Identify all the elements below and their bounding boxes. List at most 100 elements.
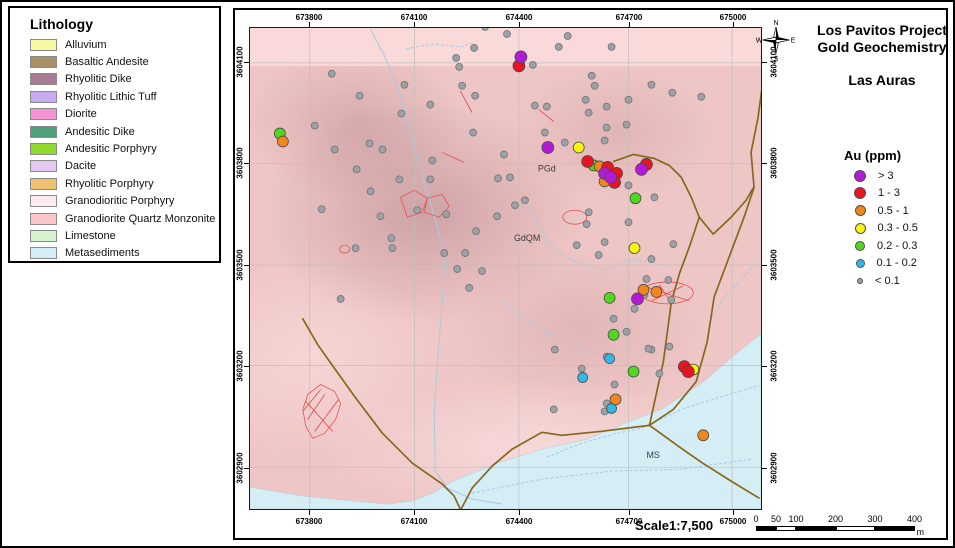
sample-point: [603, 292, 616, 304]
sample-point: [493, 212, 501, 221]
x-tick-label: 674400: [505, 13, 533, 22]
lithology-swatch: [30, 90, 57, 103]
scale-bar: 0 50 100 200 300 400 m: [753, 514, 931, 540]
lithology-item: Limestone: [22, 227, 219, 244]
tick-mark: [309, 510, 310, 515]
map-unit-label: MS: [646, 450, 659, 460]
au-class-dot: [857, 277, 863, 284]
lithology-label: Rhyolitic Dike: [65, 73, 132, 86]
lithology-item: Granodiorite Quartz Monzonite: [22, 210, 219, 227]
lithology-item: Basaltic Andesite: [22, 53, 219, 70]
sample-point: [388, 244, 397, 252]
sample-point: [397, 109, 406, 118]
lithology-item: Alluvium: [22, 36, 219, 53]
svg-text:S: S: [774, 56, 779, 63]
sample-point: [624, 95, 633, 104]
lithology-item: Andesitic Porphyry: [22, 140, 219, 157]
sample-point: [582, 220, 591, 229]
sample-point: [581, 95, 590, 104]
scale-bar-label: 300: [867, 514, 883, 524]
lithology-swatch: [30, 73, 57, 86]
au-legend-item: < 0.1: [830, 272, 948, 290]
sample-point: [440, 249, 449, 257]
lithology-label: Andesitic Dike: [65, 125, 135, 138]
sample-point: [514, 50, 528, 64]
tick-mark: [414, 510, 415, 515]
x-tick-label: 673800: [295, 13, 323, 22]
x-tick-label: 675000: [719, 13, 747, 22]
sample-point: [607, 43, 616, 51]
sample-point: [458, 81, 467, 90]
sample-point: [604, 353, 615, 365]
tick-mark: [762, 62, 767, 63]
tick-mark: [244, 265, 249, 266]
sample-point: [511, 201, 519, 210]
lithology-label: Alluvium: [65, 38, 107, 51]
lithology-list: Alluvium Basaltic Andesite Rhyolitic Dike R…: [22, 36, 219, 262]
sample-point: [668, 88, 677, 97]
sample-point: [584, 108, 593, 117]
lithology-swatch: [30, 212, 57, 225]
sample-point: [607, 328, 620, 341]
sample-point: [590, 81, 599, 90]
y-tick-label: 3603500: [769, 249, 779, 281]
sample-point: [494, 174, 502, 183]
lithology-label: Basaltic Andesite: [65, 56, 149, 69]
sample-point: [637, 284, 650, 296]
sample-point: [622, 120, 631, 129]
lithology-label: Limestone: [65, 229, 116, 242]
y-tick-label: 3603200: [769, 350, 779, 382]
sample-point: [647, 255, 656, 263]
sample-point: [622, 327, 631, 336]
y-tick-label: 3602900: [769, 452, 779, 484]
sample-point: [481, 28, 489, 31]
au-legend-item: > 3: [830, 167, 948, 185]
sample-point: [600, 238, 609, 246]
sample-point: [387, 234, 396, 243]
au-legend-item: 1 - 3: [830, 185, 948, 203]
sample-point: [647, 80, 656, 89]
sample-point: [453, 265, 462, 273]
sample-point: [697, 429, 710, 442]
sample-point: [521, 196, 529, 205]
au-class-label: > 3: [878, 169, 894, 182]
au-legend-title: Au (ppm): [844, 148, 902, 163]
scale-bar-label: 400: [906, 514, 923, 524]
lithology-swatch: [30, 143, 57, 156]
sample-point: [471, 91, 480, 100]
sample-point: [500, 150, 508, 159]
sample-point: [630, 304, 639, 313]
sample-point: [577, 364, 586, 373]
sample-point: [478, 267, 486, 275]
x-tick-label: 675000: [719, 517, 747, 526]
lithology-label: Metasediments: [65, 247, 140, 260]
svg-text:N: N: [773, 20, 778, 27]
lithology-label: Rhyolitic Porphyry: [65, 177, 154, 190]
sample-point: [664, 276, 673, 284]
au-class-label: 1 - 3: [878, 187, 901, 200]
sample-point: [681, 365, 695, 378]
lithology-swatch: [30, 195, 57, 208]
sample-point: [376, 212, 385, 221]
sample-point: [351, 244, 360, 252]
sample-point: [426, 100, 435, 109]
map-title-line1: Los Pavitos Project: [817, 22, 947, 38]
x-tick-label: 674100: [400, 517, 428, 526]
au-class-dot: [855, 258, 865, 268]
sample-point: [563, 32, 572, 40]
sample-point: [469, 128, 478, 137]
sample-point: [667, 295, 676, 304]
sample-point: [352, 165, 361, 174]
lithology-item: Metasediments: [22, 245, 219, 262]
tick-mark: [414, 22, 415, 27]
sample-point: [465, 284, 474, 292]
au-class-label: < 0.1: [875, 274, 900, 287]
x-tick-label: 674400: [505, 517, 533, 526]
tick-mark: [762, 366, 767, 367]
sample-point: [624, 218, 633, 227]
lithology-label: Granodioritic Porphyry: [65, 195, 175, 208]
sample-point: [365, 139, 374, 148]
lithology-label: Diorite: [65, 108, 97, 121]
map-subtitle: Las Auras: [848, 72, 916, 88]
sample-point: [330, 145, 339, 154]
